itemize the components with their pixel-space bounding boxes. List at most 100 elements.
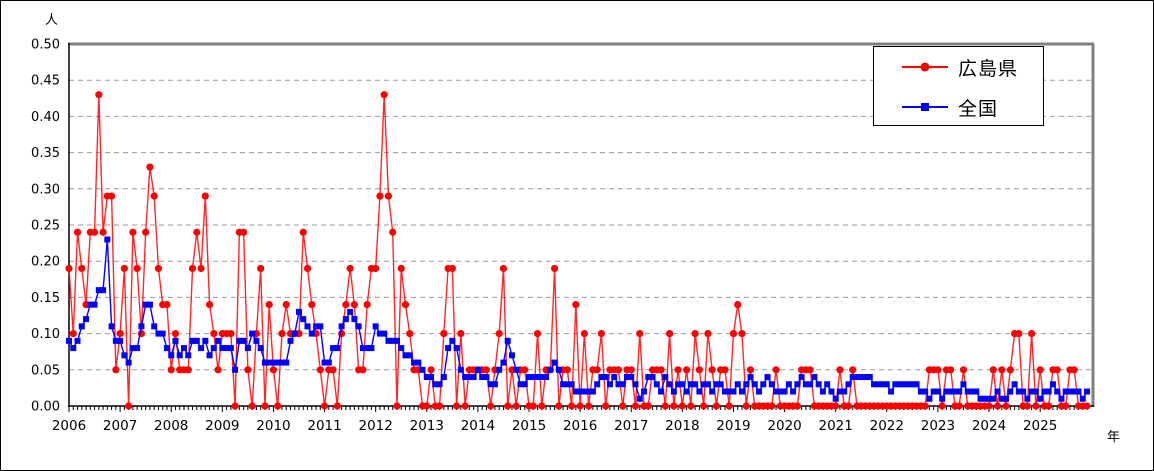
data-point-hiroshima (350, 301, 358, 309)
y-axis-tick-label: 0.35 (31, 146, 60, 161)
data-point-hiroshima (1002, 402, 1010, 410)
data-point-national (300, 316, 307, 323)
x-axis-year-label: 2007 (103, 418, 137, 434)
data-point-hiroshima (593, 366, 601, 374)
data-point-national (645, 374, 652, 381)
data-point-national (1007, 388, 1014, 395)
x-axis-year-label: 2017 (614, 418, 648, 434)
data-point-hiroshima (985, 402, 993, 410)
data-point-hiroshima (167, 366, 175, 374)
data-point-national (355, 323, 362, 330)
data-point-national (734, 381, 741, 388)
data-point-national (602, 374, 609, 381)
data-point-national (785, 381, 792, 388)
data-point-national (381, 330, 388, 337)
data-point-hiroshima (602, 402, 610, 410)
data-point-hiroshima (631, 402, 640, 410)
data-point-national (436, 381, 443, 388)
data-point-national (462, 374, 469, 381)
data-point-national (568, 381, 575, 388)
data-point-hiroshima (116, 330, 124, 338)
data-point-national (1045, 388, 1052, 395)
data-point-hiroshima (457, 330, 465, 338)
data-point-national (1037, 395, 1044, 402)
data-point-hiroshima (998, 366, 1006, 374)
data-point-national (730, 388, 737, 395)
data-point-hiroshima (146, 163, 154, 171)
data-point-hiroshima (171, 330, 180, 338)
data-point-national (432, 381, 439, 388)
data-point-national (760, 381, 767, 388)
data-point-national (747, 374, 754, 381)
data-point-national (176, 352, 183, 359)
data-point-hiroshima (1053, 366, 1061, 374)
data-point-national (1028, 388, 1035, 395)
legend-item-national: 全国 (874, 87, 1043, 127)
data-point-hiroshima (201, 192, 209, 200)
data-point-national (1071, 388, 1078, 395)
data-point-national (1049, 381, 1056, 388)
y-axis-tick-label: 0.20 (31, 255, 60, 270)
x-axis-year-label: 2012 (358, 418, 392, 434)
data-point-national (159, 330, 166, 337)
data-point-national (372, 323, 379, 330)
data-point-hiroshima (265, 301, 273, 309)
data-point-national (743, 381, 750, 388)
data-point-hiroshima (687, 402, 695, 410)
data-point-national (104, 236, 111, 243)
data-point-national (530, 374, 537, 381)
data-point-national (888, 388, 895, 395)
data-point-national (819, 388, 826, 395)
data-point-hiroshima (550, 264, 559, 273)
data-point-hiroshima (993, 402, 1002, 410)
data-point-hiroshima (482, 366, 491, 374)
data-point-hiroshima (504, 402, 512, 410)
data-point-national (662, 374, 669, 381)
data-point-national (700, 381, 707, 388)
data-point-national (538, 374, 545, 381)
data-point-national (134, 345, 141, 352)
legend-box: 広島県 全国 (873, 46, 1044, 126)
data-point-national (598, 374, 605, 381)
data-point-national (606, 381, 613, 388)
data-point-national (849, 374, 856, 381)
data-point-national (922, 388, 929, 395)
data-point-national (866, 374, 873, 381)
data-point-hiroshima (320, 402, 329, 410)
data-point-national (368, 345, 375, 352)
data-point-national (802, 381, 809, 388)
data-point-national (1054, 388, 1061, 395)
data-point-national (168, 352, 175, 359)
data-point-national (594, 381, 601, 388)
data-point-national (875, 381, 882, 388)
data-point-national (364, 345, 371, 352)
data-point-hiroshima (729, 330, 738, 338)
data-point-national (990, 395, 997, 402)
data-point-national (943, 388, 950, 395)
data-point-hiroshima (188, 264, 197, 273)
data-point-hiroshima (836, 366, 844, 374)
data-point-national (977, 395, 984, 402)
data-point-national (1079, 395, 1086, 402)
data-point-hiroshima (346, 264, 354, 273)
data-point-hiroshima (585, 402, 593, 410)
data-point-national (304, 323, 311, 330)
data-point-national (687, 381, 694, 388)
data-point-hiroshima (921, 402, 929, 410)
data-point-national (1032, 388, 1039, 395)
data-point-national (521, 381, 528, 388)
data-point-national (862, 374, 869, 381)
data-point-hiroshima (844, 402, 853, 410)
data-point-hiroshima (274, 402, 282, 410)
data-point-national (1075, 388, 1082, 395)
data-point-national (440, 374, 447, 381)
data-point-hiroshima (73, 228, 82, 236)
data-point-hiroshima (427, 366, 435, 374)
data-point-hiroshima (329, 366, 337, 374)
data-point-national (1024, 395, 1031, 402)
data-point-national (398, 345, 405, 352)
data-point-hiroshima (734, 301, 742, 309)
data-point-national (777, 388, 784, 395)
data-point-hiroshima (359, 366, 367, 374)
